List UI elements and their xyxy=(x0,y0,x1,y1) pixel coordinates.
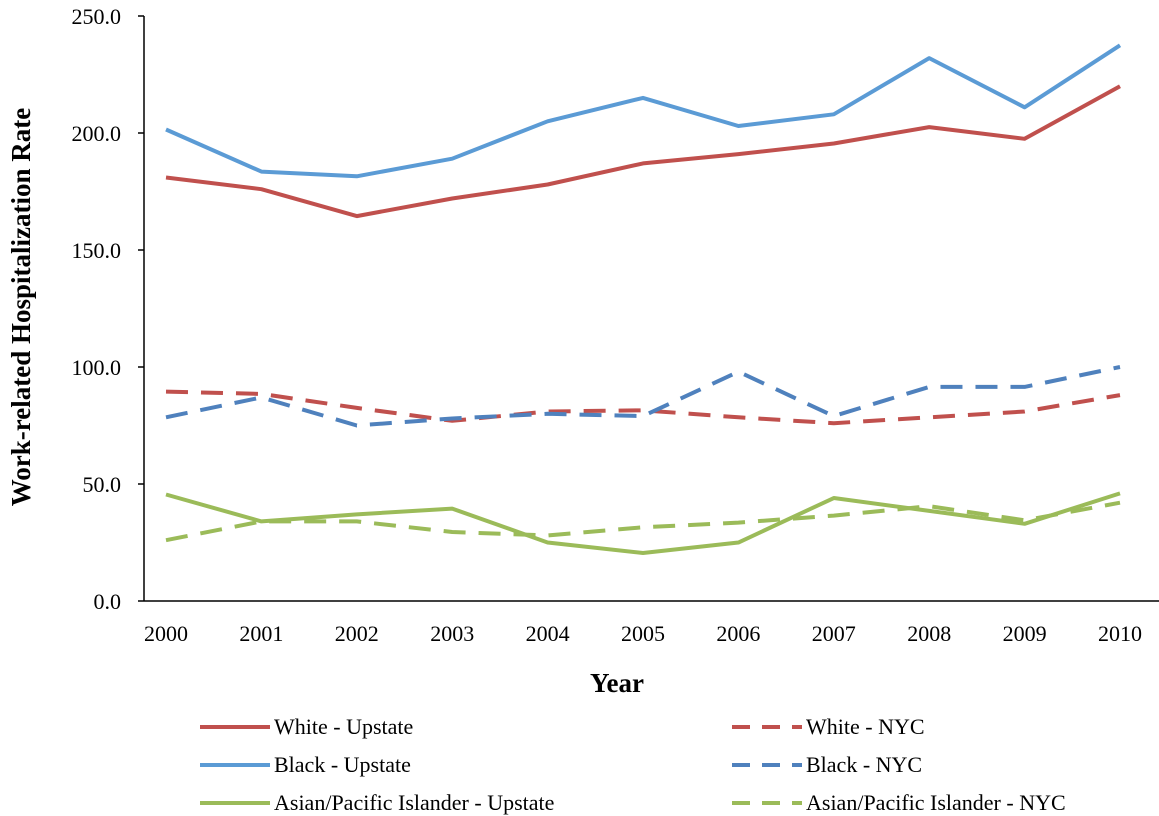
x-tick-label: 2010 xyxy=(1098,621,1142,646)
y-tick-label: 200.0 xyxy=(72,121,122,146)
y-axis-title: Work-related Hospitalization Rate xyxy=(6,108,36,506)
legend-item-white-upstate: White - Upstate xyxy=(200,714,413,739)
legend-label: White - Upstate xyxy=(274,714,413,739)
y-tick-label: 150.0 xyxy=(72,238,122,263)
x-tick-label: 2003 xyxy=(430,621,474,646)
x-tick-label: 2004 xyxy=(526,621,570,646)
series-line-asian-pacific-islander-nyc xyxy=(165,500,1121,543)
x-axis-title: Year xyxy=(590,668,644,698)
series-line-white-upstate xyxy=(165,84,1121,219)
series-line-white-nyc xyxy=(165,389,1121,426)
x-tick-label: 2005 xyxy=(621,621,665,646)
legend-label: Black - NYC xyxy=(806,752,922,777)
y-tick-labels: 0.0 50.0 100.0 150.0 200.0 250.0 xyxy=(72,4,144,614)
series-lines xyxy=(165,43,1122,555)
series-line-black-upstate xyxy=(165,43,1122,179)
chart-axes xyxy=(143,16,1159,602)
legend-label: Asian/Pacific Islander - NYC xyxy=(806,790,1066,815)
x-tick-label: 2006 xyxy=(716,621,760,646)
legend-item-asian-pacific-islander-upstate: Asian/Pacific Islander - Upstate xyxy=(200,790,554,815)
legend-item-black-upstate: Black - Upstate xyxy=(200,752,411,777)
legend-label: Black - Upstate xyxy=(274,752,411,777)
legend-item-black-nyc: Black - NYC xyxy=(732,752,922,777)
x-tick-labels: 2000 2001 2002 2003 2004 2005 2006 2007 2008 2009… xyxy=(144,621,1142,646)
x-tick-label: 2007 xyxy=(812,621,856,646)
y-tick-label: 50.0 xyxy=(83,472,122,497)
y-tick-label: 100.0 xyxy=(72,355,122,380)
legend-label: Asian/Pacific Islander - Upstate xyxy=(274,790,554,815)
series-line-black-nyc xyxy=(165,365,1121,428)
legend-item-white-nyc: White - NYC xyxy=(732,714,925,739)
legend-item-asian-pacific-islander-nyc: Asian/Pacific Islander - NYC xyxy=(732,790,1066,815)
y-tick-label: 250.0 xyxy=(72,4,122,29)
x-tick-label: 2000 xyxy=(144,621,188,646)
y-tick-label: 0.0 xyxy=(94,589,122,614)
legend-label: White - NYC xyxy=(806,714,925,739)
x-tick-label: 2001 xyxy=(239,621,283,646)
x-tick-label: 2009 xyxy=(1003,621,1047,646)
series-line-asian-pacific-islander-upstate xyxy=(165,491,1121,555)
x-tick-label: 2008 xyxy=(907,621,951,646)
legend: White - Upstate White - NYC Black - Upstat… xyxy=(200,714,1066,815)
x-tick-label: 2002 xyxy=(335,621,379,646)
